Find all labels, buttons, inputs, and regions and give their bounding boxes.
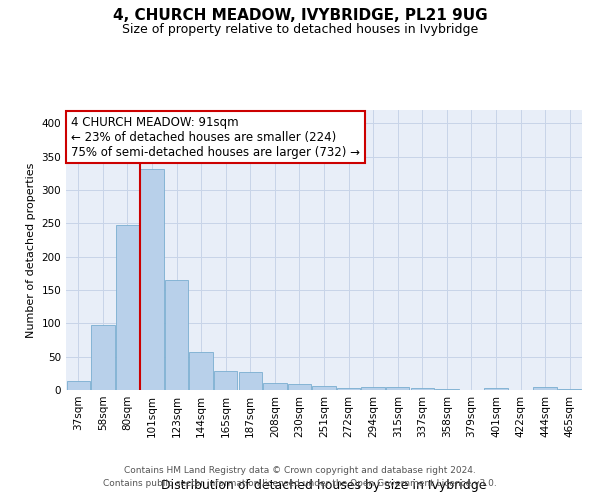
Bar [140,168,164,390]
Bar [91,326,115,390]
Text: Contains HM Land Registry data © Crown copyright and database right 2024.
Contai: Contains HM Land Registry data © Crown c… [103,466,497,487]
Text: Size of property relative to detached houses in Ivybridge: Size of property relative to detached ho… [122,22,478,36]
Bar [239,372,262,390]
Text: 4, CHURCH MEADOW, IVYBRIDGE, PL21 9UG: 4, CHURCH MEADOW, IVYBRIDGE, PL21 9UG [113,8,487,22]
Bar [190,352,213,390]
Bar [116,224,139,390]
Y-axis label: Number of detached properties: Number of detached properties [26,162,36,338]
Bar [313,386,335,390]
Bar [214,372,238,390]
Bar [484,388,508,390]
X-axis label: Distribution of detached houses by size in Ivybridge: Distribution of detached houses by size … [161,478,487,492]
Bar [165,280,188,390]
Bar [386,388,409,390]
Bar [361,388,385,390]
Bar [263,384,287,390]
Bar [533,386,557,390]
Text: 4 CHURCH MEADOW: 91sqm
← 23% of detached houses are smaller (224)
75% of semi-de: 4 CHURCH MEADOW: 91sqm ← 23% of detached… [71,116,360,158]
Bar [410,388,434,390]
Bar [67,380,90,390]
Bar [558,388,581,390]
Bar [337,388,360,390]
Bar [288,384,311,390]
